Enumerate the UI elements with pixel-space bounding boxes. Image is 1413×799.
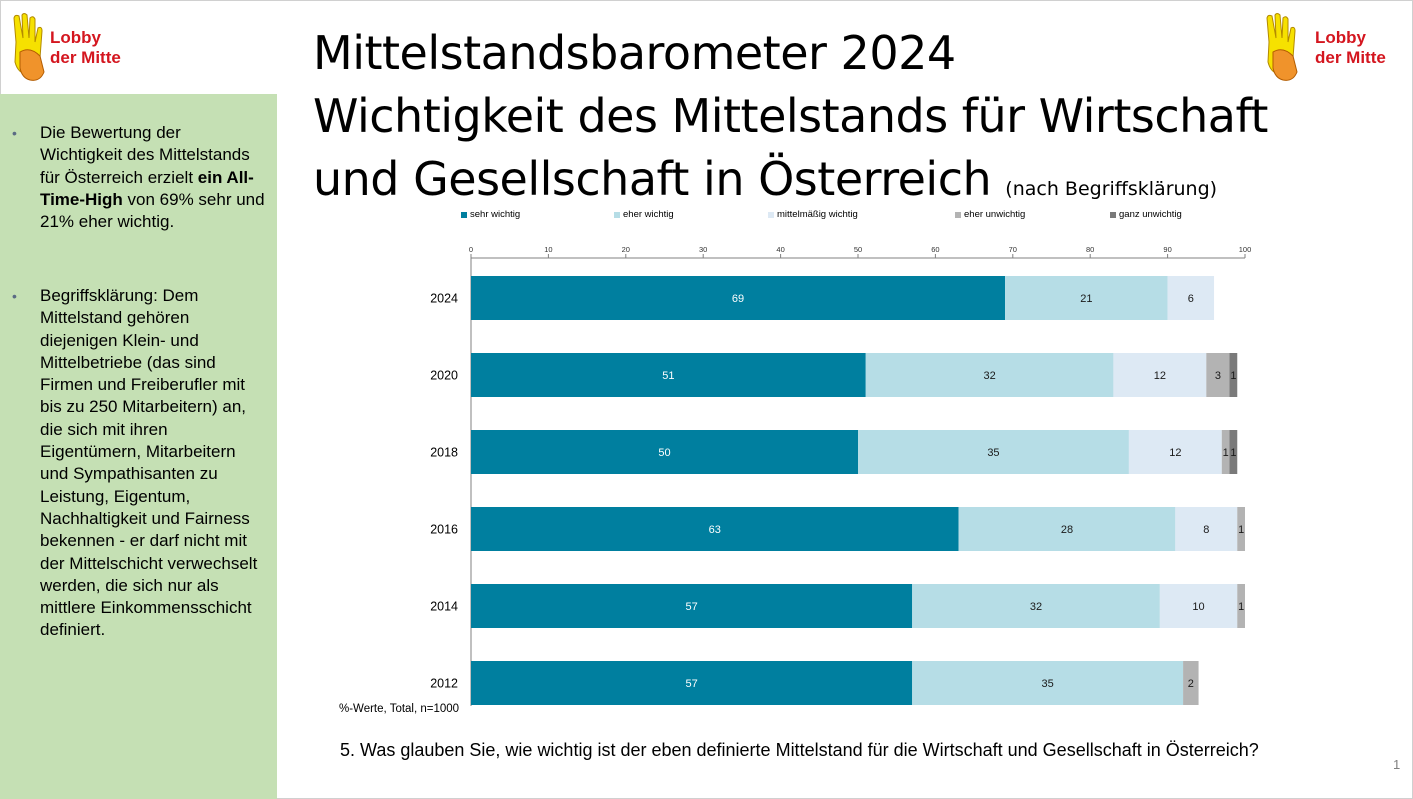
sidebar-text-panel: • Die Bewertung der Wichtigkeit des Mitt… [0, 94, 277, 799]
logo-line2: der Mitte [1315, 48, 1386, 67]
slide-title: Mittelstandsbarometer 2024 Wichtigkeit d… [313, 22, 1393, 221]
title-line1: Mittelstandsbarometer 2024 [313, 26, 956, 80]
logo-line2: der Mitte [50, 48, 121, 67]
bullet1-text-bold: ein All-Time-High [40, 167, 254, 209]
legend-swatch [768, 211, 774, 218]
bullet-all-time-high: • Die Bewertung der Wichtigkeit des Mitt… [12, 122, 265, 233]
bullet-icon: • [12, 125, 17, 141]
bullet-icon: • [12, 288, 17, 304]
hand-icon [13, 13, 45, 81]
bullet1-text-suffix: von 69% sehr und 21% eher wichtig. [40, 189, 265, 232]
legend-item: mittelmäßig wichtig [768, 209, 858, 220]
bullet1-text-prefix: Die Bewertung der Wichtigkeit des Mittel… [40, 123, 250, 187]
title-line2: Wichtigkeit des Mittelstands für Wirtsch… [313, 89, 1268, 143]
logo-lobby-der-mitte-left: Lobby der Mitte [10, 12, 160, 92]
hand-icon [1266, 13, 1298, 81]
logo-line1: Lobby [50, 28, 101, 47]
chart-footnote: %-Werte, Total, n=1000 [339, 703, 460, 715]
legend-label: eher unwichtig [964, 209, 1026, 220]
bullet-begriffsklaerung: • Begriffsklärung: Dem Mittelstand gehör… [12, 285, 265, 642]
legend-label: sehr wichtig [470, 209, 521, 220]
legend-swatch [614, 211, 620, 218]
legend-item: eher unwichtig [955, 209, 1025, 220]
page-number: 1 [1393, 757, 1401, 772]
legend-swatch [955, 211, 961, 218]
legend-label: mittelmäßig wichtig [777, 209, 858, 220]
legend-label: ganz unwichtig [1119, 209, 1182, 220]
legend-swatch [1110, 211, 1116, 218]
survey-question: 5. Was glauben Sie, wie wichtig ist der … [340, 740, 1259, 760]
title-note: (nach Begriffsklärung) [1005, 178, 1218, 200]
legend-item: ganz unwichtig [1110, 209, 1182, 220]
legend-item: eher wichtig [614, 209, 674, 220]
logo-lobby-der-mitte-right: Lobby der Mitte [1263, 12, 1413, 92]
title-line3: und Gesellschaft in Österreich [313, 152, 992, 206]
legend-item: sehr wichtig [461, 209, 520, 220]
legend-label: eher wichtig [623, 209, 674, 220]
bullet2-text: Begriffsklärung: Dem Mittelstand gehören… [40, 286, 258, 640]
logo-line1: Lobby [1315, 28, 1366, 47]
legend-swatch [461, 211, 467, 218]
